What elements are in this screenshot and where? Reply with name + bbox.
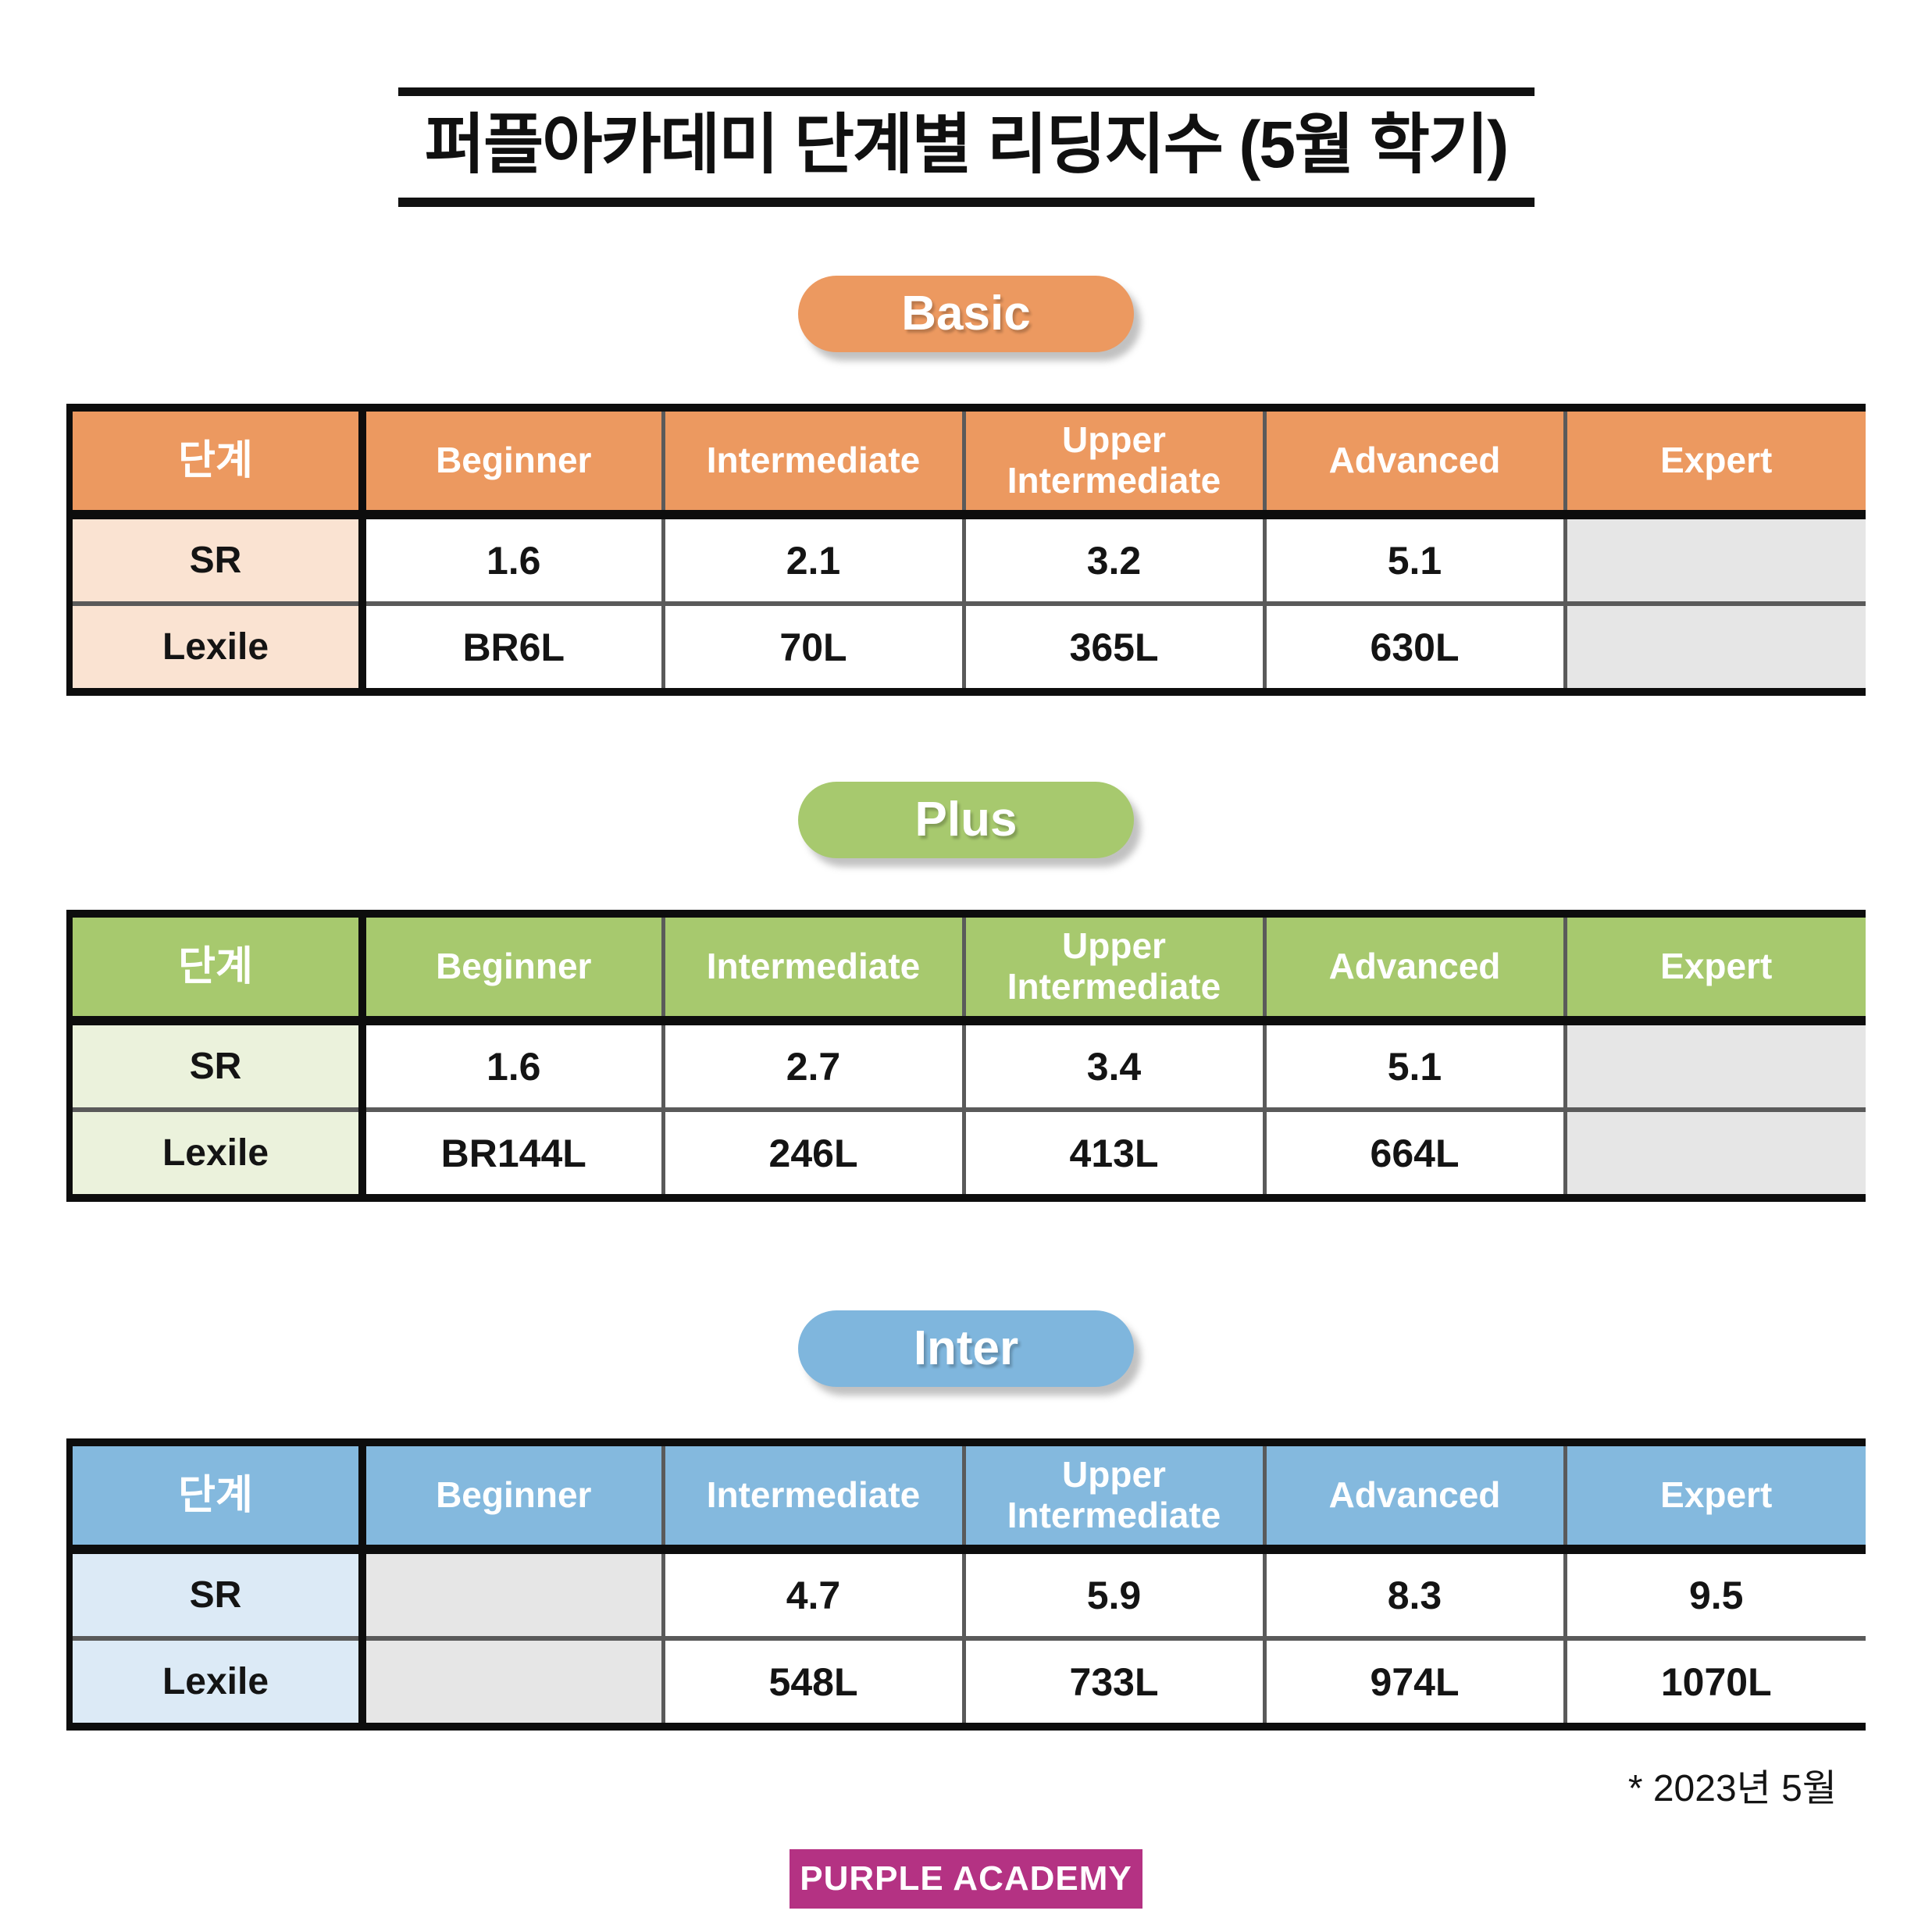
row-label-lexile: Lexile [70,1636,366,1727]
header-cell-level: 단계 [70,1442,366,1554]
header-cell-advanced: Advanced [1262,914,1565,1025]
inter-table: 단계 Beginner Intermediate Upper Intermedi… [66,1438,1866,1731]
value-cell: 1070L [1563,1636,1866,1727]
value-cell: 246L [661,1107,964,1198]
value-cell: 2.1 [661,515,964,604]
value-cell: 2.7 [661,1021,964,1110]
empty-cell [1563,1021,1866,1110]
header-cell-expert: Expert [1563,1442,1866,1554]
empty-cell [1563,515,1866,604]
inter-header-row: 단계 Beginner Intermediate Upper Intermedi… [70,1442,1866,1554]
inter-sr-row: SR 4.7 5.9 8.3 9.5 [70,1549,1866,1638]
row-label-lexile: Lexile [70,1107,366,1198]
value-cell: 548L [661,1636,964,1727]
value-cell: BR6L [362,601,663,692]
basic-badge: Basic [798,276,1134,352]
row-label-sr: SR [70,1549,366,1638]
plus-badge: Plus [798,782,1134,858]
value-cell: 365L [961,601,1264,692]
date-footnote: * 2023년 5월 [1627,1768,1837,1809]
value-cell: 5.9 [961,1549,1264,1638]
header-cell-level: 단계 [70,914,366,1025]
header-cell-intermediate: Intermediate [661,408,964,519]
header-cell-beginner: Beginner [362,408,663,519]
header-cell-beginner: Beginner [362,914,663,1025]
value-cell: 4.7 [661,1549,964,1638]
basic-lexile-row: Lexile BR6L 70L 365L 630L [70,601,1866,692]
value-cell: 3.4 [961,1021,1264,1110]
value-cell: 413L [961,1107,1264,1198]
header-cell-beginner: Beginner [362,1442,663,1554]
value-cell: 1.6 [362,1021,663,1110]
value-cell: 630L [1262,601,1565,692]
basic-sr-row: SR 1.6 2.1 3.2 5.1 [70,515,1866,604]
empty-cell [362,1636,663,1727]
header-cell-upper-intermediate: Upper Intermediate [961,1442,1264,1554]
plus-header-row: 단계 Beginner Intermediate Upper Intermedi… [70,914,1866,1025]
purple-academy-logo: PURPLE ACADEMY [790,1849,1142,1909]
basic-header-row: 단계 Beginner Intermediate Upper Intermedi… [70,408,1866,519]
value-cell: 5.1 [1262,515,1565,604]
empty-cell [1563,1107,1866,1198]
value-cell: 70L [661,601,964,692]
page-title: 퍼플아카데미 단계별 리딩지수 (5월 학기) [424,108,1510,181]
plus-sr-row: SR 1.6 2.7 3.4 5.1 [70,1021,1866,1110]
title-block: 퍼플아카데미 단계별 리딩지수 (5월 학기) [397,87,1535,207]
value-cell: 1.6 [362,515,663,604]
row-label-sr: SR [70,515,366,604]
value-cell: 5.1 [1262,1021,1565,1110]
row-label-lexile: Lexile [70,601,366,692]
header-cell-advanced: Advanced [1262,1442,1565,1554]
header-cell-upper-intermediate: Upper Intermediate [961,914,1264,1025]
row-label-sr: SR [70,1021,366,1110]
basic-table: 단계 Beginner Intermediate Upper Intermedi… [66,404,1866,696]
header-cell-advanced: Advanced [1262,408,1565,519]
plus-lexile-row: Lexile BR144L 246L 413L 664L [70,1107,1866,1198]
header-cell-intermediate: Intermediate [661,1442,964,1554]
header-cell-upper-intermediate: Upper Intermediate [961,408,1264,519]
value-cell: BR144L [362,1107,663,1198]
value-cell: 3.2 [961,515,1264,604]
inter-lexile-row: Lexile 548L 733L 974L 1070L [70,1636,1866,1727]
value-cell: 733L [961,1636,1264,1727]
plus-table: 단계 Beginner Intermediate Upper Intermedi… [66,910,1866,1202]
empty-cell [362,1549,663,1638]
header-cell-intermediate: Intermediate [661,914,964,1025]
header-cell-expert: Expert [1563,914,1866,1025]
inter-badge: Inter [798,1310,1134,1387]
value-cell: 664L [1262,1107,1565,1198]
value-cell: 974L [1262,1636,1565,1727]
value-cell: 8.3 [1262,1549,1565,1638]
header-cell-expert: Expert [1563,408,1866,519]
value-cell: 9.5 [1563,1549,1866,1638]
header-cell-level: 단계 [70,408,366,519]
empty-cell [1563,601,1866,692]
